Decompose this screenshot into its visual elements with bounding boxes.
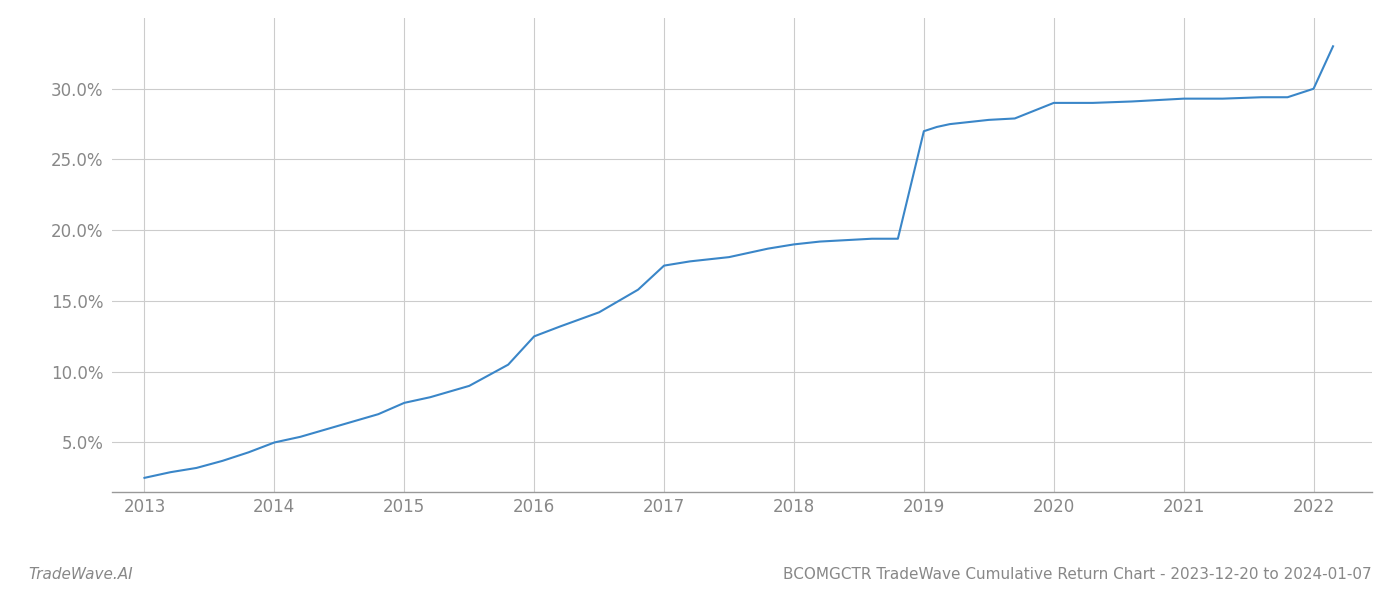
Text: TradeWave.AI: TradeWave.AI [28, 567, 133, 582]
Text: BCOMGCTR TradeWave Cumulative Return Chart - 2023-12-20 to 2024-01-07: BCOMGCTR TradeWave Cumulative Return Cha… [784, 567, 1372, 582]
